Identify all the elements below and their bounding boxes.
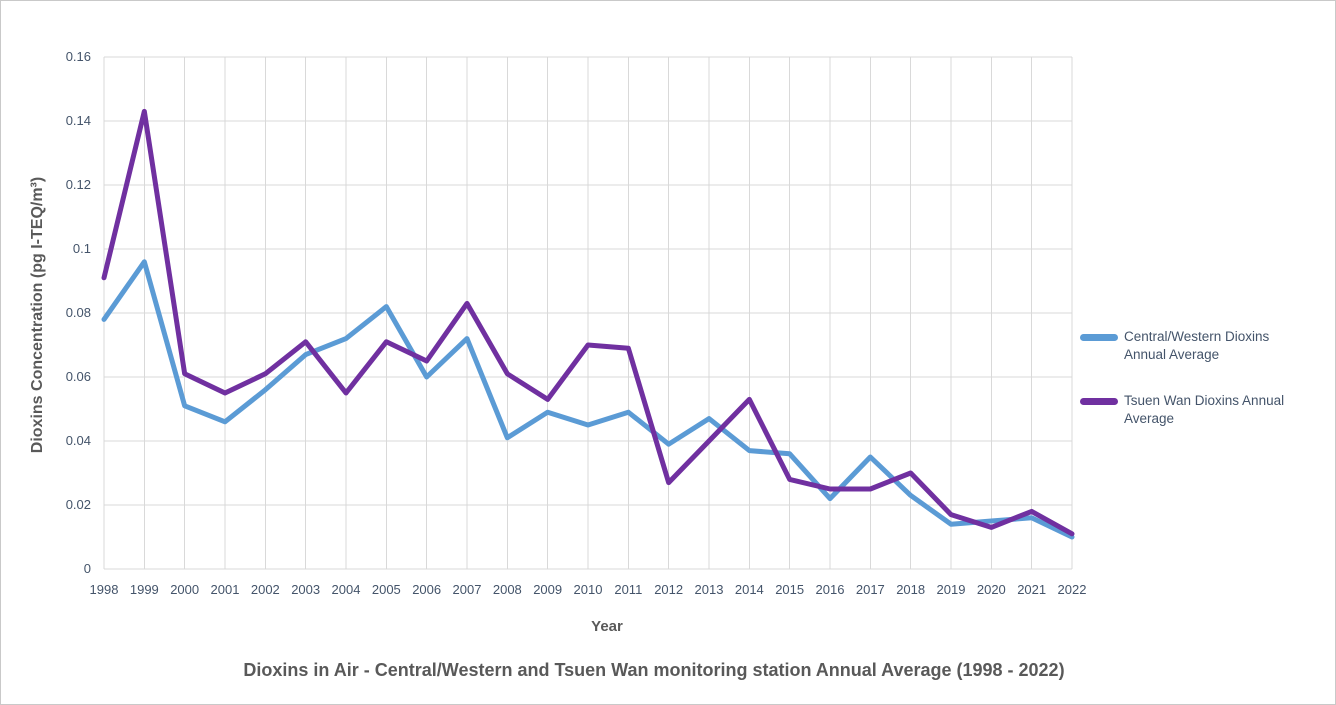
x-tick-label: 1999 bbox=[129, 582, 159, 597]
series-line-central-western bbox=[101, 259, 1075, 540]
y-tick-label: 0.08 bbox=[65, 305, 91, 320]
x-tick-label: 2019 bbox=[936, 582, 966, 597]
x-tick-label: 2021 bbox=[1017, 582, 1047, 597]
x-tick-label: 2018 bbox=[896, 582, 926, 597]
x-tick-label: 2013 bbox=[694, 582, 724, 597]
y-tick-label: 0.06 bbox=[65, 369, 91, 384]
legend-item-central-western: Central/Western Dioxins Annual Average bbox=[1080, 328, 1315, 364]
legend-swatch-central-western-icon bbox=[1080, 334, 1118, 341]
x-tick-label: 2002 bbox=[250, 582, 280, 597]
y-tick-label: 0.02 bbox=[65, 497, 91, 512]
x-tick-label: 2005 bbox=[371, 582, 401, 597]
x-tick-label: 2015 bbox=[775, 582, 805, 597]
x-tick-label: 2011 bbox=[614, 582, 643, 597]
x-tick-label: 2010 bbox=[573, 582, 603, 597]
x-tick-label: 1998 bbox=[89, 582, 119, 597]
x-axis-title: Year bbox=[591, 618, 623, 635]
x-tick-label: 2006 bbox=[412, 582, 442, 597]
y-tick-label: 0.16 bbox=[65, 49, 91, 64]
legend-item-tsuen-wan: Tsuen Wan Dioxins Annual Average bbox=[1080, 392, 1315, 428]
x-tick-label: 2020 bbox=[976, 582, 1006, 597]
x-tick-label: 2008 bbox=[492, 582, 522, 597]
x-tick-label: 2016 bbox=[815, 582, 845, 597]
legend: Central/Western Dioxins Annual Average T… bbox=[1080, 328, 1315, 428]
legend-label-central-western: Central/Western Dioxins Annual Average bbox=[1124, 329, 1270, 362]
x-tick-label: 2017 bbox=[855, 582, 885, 597]
x-tick-label: 2004 bbox=[331, 582, 361, 597]
y-tick-label: 0.04 bbox=[65, 433, 91, 448]
x-tick-label: 2012 bbox=[654, 582, 684, 597]
chart-title: Dioxins in Air - Central/Western and Tsu… bbox=[243, 660, 1065, 680]
y-tick-label: 0 bbox=[83, 561, 91, 576]
y-tick-label: 0.1 bbox=[72, 241, 91, 256]
series-line-tsuen-wan bbox=[101, 108, 1075, 537]
legend-label-tsuen-wan: Tsuen Wan Dioxins Annual Average bbox=[1124, 393, 1285, 426]
x-tick-label: 2022 bbox=[1057, 582, 1087, 597]
x-tick-label: 2000 bbox=[170, 582, 200, 597]
x-tick-label: 2014 bbox=[734, 582, 764, 597]
y-tick-label: 0.14 bbox=[65, 113, 91, 128]
legend-swatch-tsuen-wan-icon bbox=[1080, 398, 1118, 405]
x-tick-label: 2003 bbox=[291, 582, 321, 597]
x-tick-label: 2007 bbox=[452, 582, 482, 597]
y-tick-label: 0.12 bbox=[65, 177, 91, 192]
x-tick-label: 2009 bbox=[533, 582, 563, 597]
x-tick-label: 2001 bbox=[210, 582, 240, 597]
